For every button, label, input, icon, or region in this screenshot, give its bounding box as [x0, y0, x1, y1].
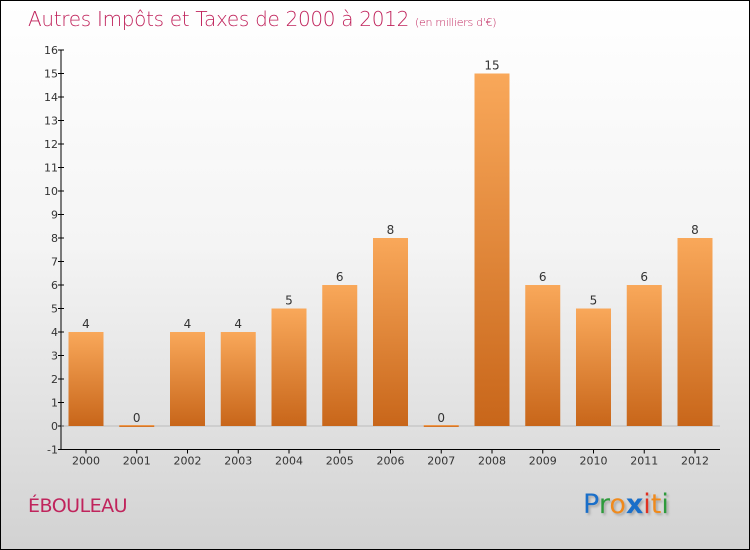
x-tick-label: 2001 [123, 455, 151, 468]
bar[interactable] [423, 425, 459, 427]
bar[interactable] [373, 238, 408, 426]
x-tick-label: 2008 [478, 455, 506, 468]
logo-letter: o [609, 489, 626, 520]
y-tick-label: 12 [44, 138, 58, 151]
x-tick-label: 2007 [427, 455, 455, 468]
bar[interactable] [474, 73, 510, 427]
proxiti-logo[interactable]: Proxiti [583, 489, 669, 520]
y-tick-label: 4 [51, 326, 58, 339]
bar[interactable] [525, 285, 561, 426]
bar[interactable] [322, 285, 358, 426]
x-tick-label: 2000 [72, 455, 100, 468]
commune-name: ÉBOULEAU [28, 495, 128, 517]
data-label: 4 [234, 317, 242, 331]
title-text: Autres Impôts et Taxes de 2000 à 2012 [28, 7, 409, 31]
y-tick-label: 5 [51, 303, 58, 316]
x-tick-label: 2005 [326, 455, 354, 468]
y-tick-label: 14 [44, 91, 58, 104]
data-label: 8 [387, 223, 395, 237]
data-label: 6 [640, 270, 648, 284]
y-tick-label: 2 [51, 373, 58, 386]
x-tick-label: 2011 [630, 455, 658, 468]
bar[interactable] [119, 425, 155, 427]
bar[interactable] [68, 332, 104, 426]
y-tick-label: 16 [44, 44, 58, 57]
y-tick-label: 10 [44, 185, 58, 198]
logo-letter: i [661, 489, 669, 520]
bar[interactable] [170, 332, 205, 426]
x-tick-label: 2006 [377, 455, 405, 468]
bar[interactable] [576, 308, 611, 427]
data-label: 4 [82, 317, 90, 331]
x-tick-label: 2010 [580, 455, 608, 468]
data-label: 5 [590, 294, 598, 308]
data-label: 8 [691, 223, 699, 237]
y-tick-label: 6 [51, 279, 58, 292]
y-tick-label: 1 [51, 397, 58, 410]
logo-letter: P [583, 489, 599, 520]
logo-letter: i [643, 489, 651, 520]
bar[interactable] [626, 285, 662, 426]
bar[interactable] [677, 238, 713, 426]
data-label: 6 [336, 270, 344, 284]
chart-title: Autres Impôts et Taxes de 2000 à 2012 (en… [28, 7, 496, 31]
x-tick-label: 2009 [529, 455, 557, 468]
y-tick-label: 11 [44, 162, 58, 175]
y-tick-label: 3 [51, 350, 58, 363]
x-tick-label: 2012 [681, 455, 709, 468]
x-tick-label: 2002 [174, 455, 202, 468]
data-label: 6 [539, 270, 547, 284]
unit-label: (en milliers d'€) [415, 16, 497, 29]
data-label: 5 [285, 294, 293, 308]
x-tick-label: 2004 [275, 455, 303, 468]
y-tick-label: 15 [44, 68, 58, 81]
y-tick-label: 7 [51, 256, 58, 269]
bar[interactable] [271, 308, 307, 427]
data-label: 0 [133, 411, 141, 425]
y-tick-label: 0 [51, 420, 58, 433]
logo-letter: x [625, 489, 644, 520]
y-tick-label: -1 [47, 444, 58, 457]
data-label: 15 [484, 59, 499, 73]
x-tick-label: 2003 [224, 455, 252, 468]
y-tick-label: 8 [51, 232, 58, 245]
data-label: 0 [437, 411, 445, 425]
data-label: 4 [184, 317, 192, 331]
logo-letter: t [650, 489, 662, 520]
y-tick-label: 13 [44, 115, 58, 128]
y-tick-label: 9 [51, 209, 58, 222]
bar[interactable] [220, 332, 256, 426]
logo-letter: r [598, 489, 610, 520]
